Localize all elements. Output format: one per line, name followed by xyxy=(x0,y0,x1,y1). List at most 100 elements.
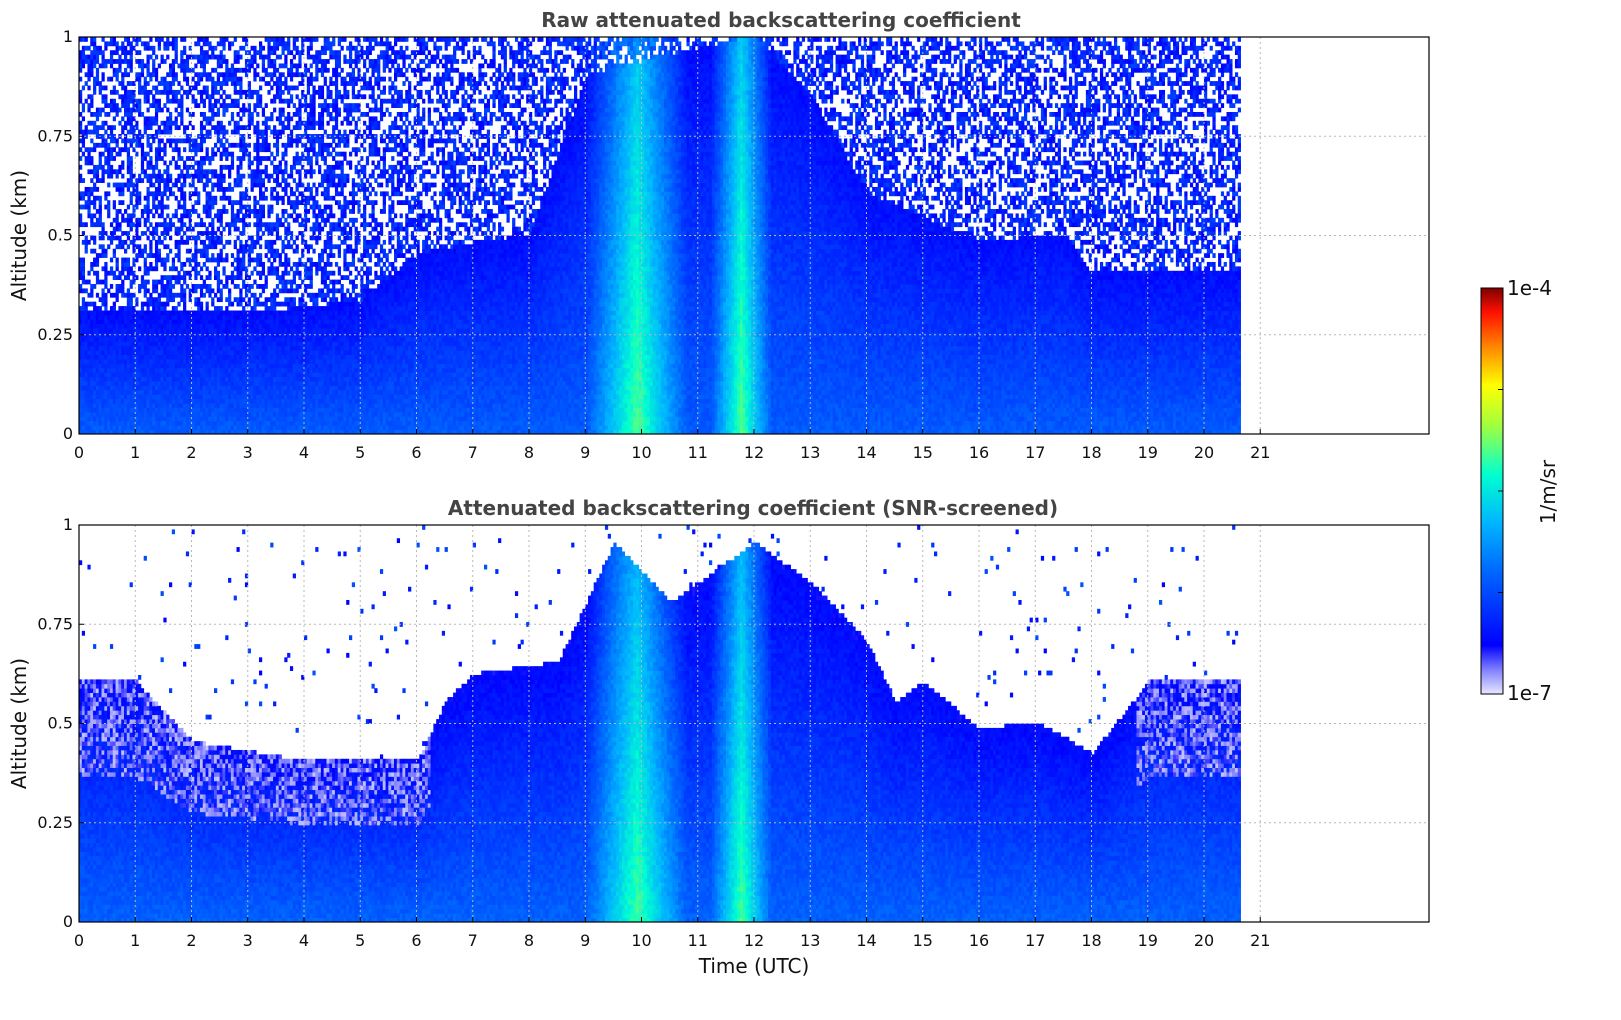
heatmap-cell xyxy=(107,191,110,196)
heatmap-cell xyxy=(85,324,88,329)
heatmap-cell xyxy=(82,37,85,42)
heatmap-cell xyxy=(85,306,88,311)
heatmap-cell xyxy=(118,372,121,377)
heatmap-cell xyxy=(82,103,85,108)
heatmap-cell xyxy=(107,394,110,399)
heatmap-cell xyxy=(90,55,93,60)
heatmap-cell xyxy=(107,324,110,329)
heatmap-cell xyxy=(110,372,113,377)
heatmap-cell xyxy=(116,77,119,82)
heatmap-cell xyxy=(118,412,121,417)
heatmap-cell xyxy=(113,341,116,346)
heatmap-cell xyxy=(116,381,119,386)
heatmap-cell xyxy=(96,403,99,408)
heatmap-cell xyxy=(85,81,88,86)
heatmap-cell xyxy=(113,37,116,42)
heatmap-cell xyxy=(110,236,113,241)
heatmap-cell xyxy=(82,138,85,143)
heatmap-cell xyxy=(104,302,107,307)
heatmap-cell xyxy=(87,94,90,99)
heatmap-cell xyxy=(82,381,85,386)
heatmap-cell xyxy=(93,258,96,263)
heatmap-cell xyxy=(102,315,105,320)
heatmap-cell xyxy=(118,355,121,360)
heatmap-cell xyxy=(110,412,113,417)
heatmap-cell xyxy=(104,46,107,51)
heatmap-cell xyxy=(113,319,116,324)
heatmap-cell xyxy=(104,368,107,373)
heatmap-cell xyxy=(113,399,116,404)
heatmap-cell xyxy=(87,385,90,390)
heatmap-cell xyxy=(96,390,99,395)
heatmap-cell xyxy=(116,262,119,267)
heatmap-cell xyxy=(116,341,119,346)
heatmap-cell xyxy=(93,50,96,55)
heatmap-cell xyxy=(118,390,121,395)
heatmap-cell xyxy=(102,341,105,346)
heatmap-cell xyxy=(93,385,96,390)
heatmap-cell xyxy=(90,94,93,99)
heatmap-cell xyxy=(90,138,93,143)
heatmap-cell xyxy=(85,99,88,104)
heatmap-cell xyxy=(87,381,90,386)
heatmap-cell xyxy=(93,183,96,188)
heatmap-cell xyxy=(104,390,107,395)
heatmap-cell xyxy=(90,328,93,333)
heatmap-cell xyxy=(93,63,96,68)
heatmap-cell xyxy=(82,306,85,311)
heatmap-cell xyxy=(99,50,102,55)
heatmap-cell xyxy=(99,421,102,426)
heatmap-cell xyxy=(104,275,107,280)
heatmap-cell xyxy=(96,293,99,298)
heatmap-cell xyxy=(99,425,102,430)
heatmap-cell xyxy=(102,337,105,342)
heatmap-cell xyxy=(110,310,113,315)
heatmap-cell xyxy=(118,359,121,364)
heatmap-cell xyxy=(102,37,105,42)
heatmap-cell xyxy=(104,421,107,426)
heatmap-cell xyxy=(116,209,119,214)
heatmap-cell xyxy=(85,355,88,360)
heatmap-cell xyxy=(90,147,93,152)
heatmap-cell xyxy=(90,324,93,329)
heatmap-cell xyxy=(93,350,96,355)
heatmap-cell xyxy=(104,86,107,91)
heatmap-cell xyxy=(82,50,85,55)
heatmap-cell xyxy=(102,425,105,430)
heatmap-cell xyxy=(116,333,119,338)
heatmap-cell xyxy=(116,152,119,157)
heatmap-cell xyxy=(82,86,85,91)
heatmap-cell xyxy=(116,266,119,271)
heatmap-cell xyxy=(110,108,113,113)
heatmap-cell xyxy=(107,328,110,333)
heatmap-cell xyxy=(90,425,93,430)
heatmap-cell xyxy=(107,161,110,166)
heatmap-cell xyxy=(90,310,93,315)
heatmap-cell xyxy=(96,271,99,276)
heatmap-cell xyxy=(113,90,116,95)
heatmap-cell xyxy=(99,315,102,320)
heatmap-cell xyxy=(87,86,90,91)
heatmap-cell xyxy=(116,50,119,55)
heatmap-cell xyxy=(82,297,85,302)
heatmap-cell xyxy=(85,240,88,245)
heatmap-cell xyxy=(90,284,93,289)
heatmap-cell xyxy=(82,143,85,148)
heatmap-cell xyxy=(99,399,102,404)
heatmap-cell xyxy=(118,284,121,289)
heatmap-cell xyxy=(113,200,116,205)
heatmap-cell xyxy=(96,130,99,135)
heatmap-cell xyxy=(113,328,116,333)
heatmap-cell xyxy=(110,156,113,161)
heatmap-cell xyxy=(104,403,107,408)
heatmap-cell xyxy=(104,412,107,417)
heatmap-cell xyxy=(93,213,96,218)
heatmap-cell xyxy=(90,262,93,267)
heatmap-cell xyxy=(90,178,93,183)
heatmap-cell xyxy=(110,50,113,55)
heatmap-cell xyxy=(82,178,85,183)
heatmap-cell xyxy=(116,315,119,320)
heatmap-cell xyxy=(118,306,121,311)
heatmap-cell xyxy=(96,55,99,60)
heatmap-cell xyxy=(99,81,102,86)
